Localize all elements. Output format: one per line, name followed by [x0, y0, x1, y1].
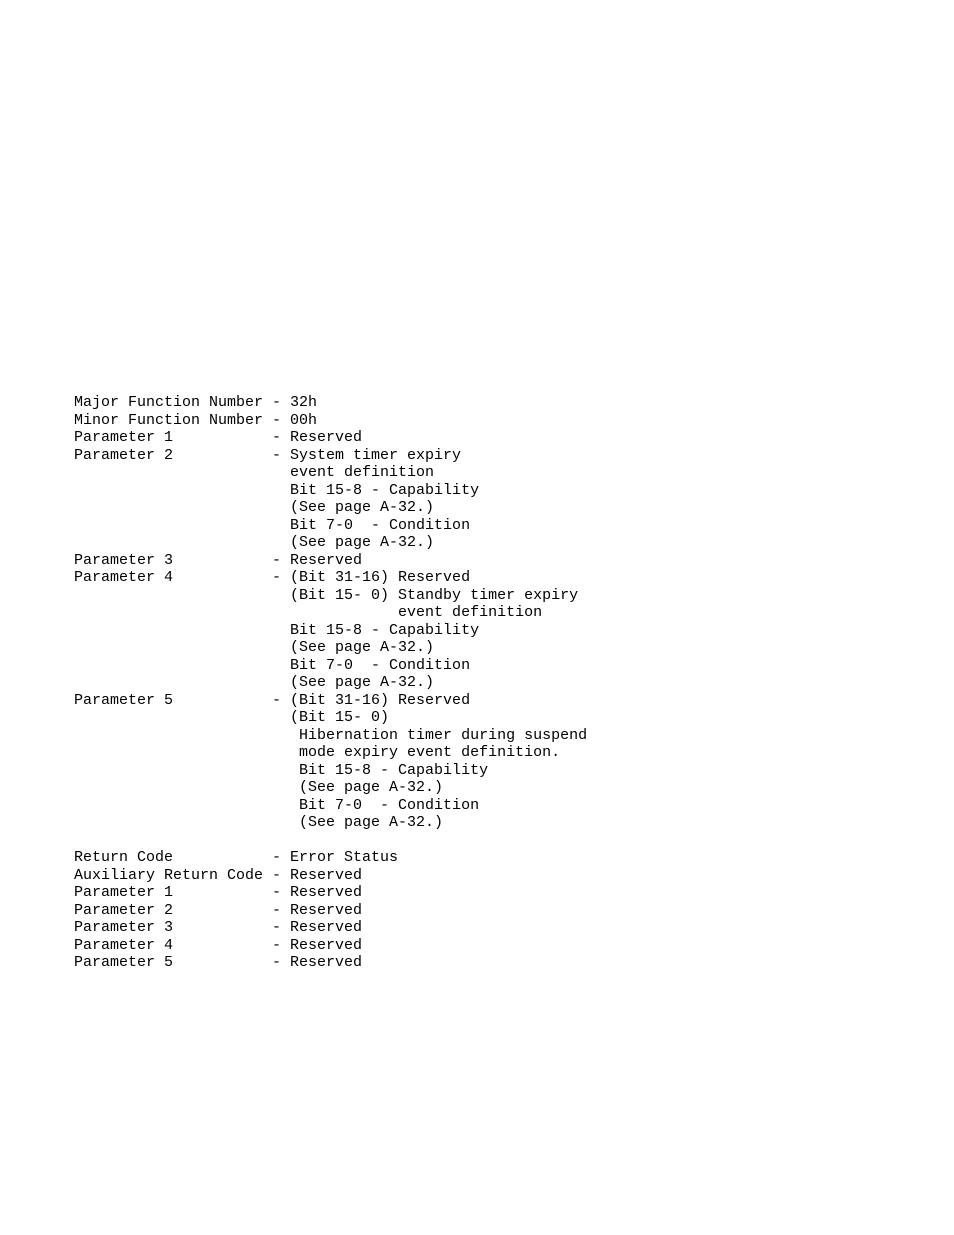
page-content: Major Function Number - 32h Minor Functi…: [0, 0, 954, 972]
parameter-definitions-block: Major Function Number - 32h Minor Functi…: [74, 394, 954, 832]
return-code-block: Return Code - Error Status Auxiliary Ret…: [74, 849, 954, 972]
block-gap: [74, 832, 954, 850]
